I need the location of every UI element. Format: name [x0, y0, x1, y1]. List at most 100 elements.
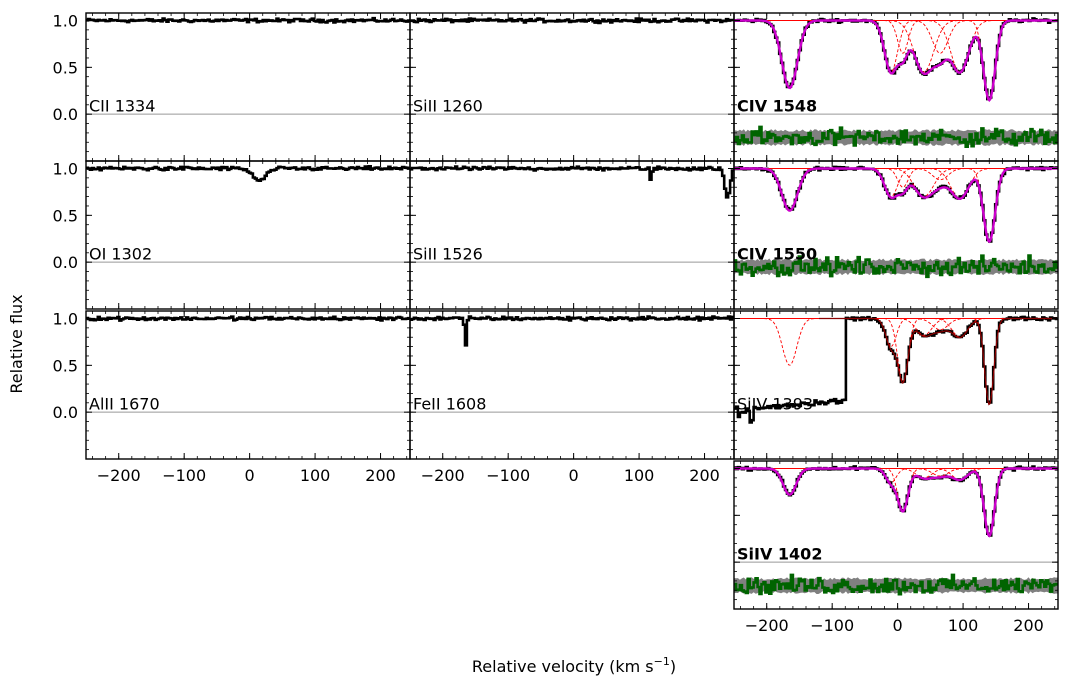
plot-area [86, 315, 410, 413]
panel-frame [733, 460, 1059, 610]
ion-label: SiIV 1393 [737, 394, 813, 413]
panel-oi-1302: 0.0 0.5 1.0 OI 1302 [53, 159, 411, 310]
flux-series [86, 16, 410, 24]
flux-series [410, 315, 734, 347]
model-fit [734, 19, 1058, 103]
plot-area [410, 165, 734, 263]
component-profile-3 [734, 20, 1058, 54]
plot-area [410, 17, 734, 115]
plot-area [734, 17, 1058, 148]
plot-area [734, 165, 1058, 279]
plot-area [734, 315, 1058, 424]
flux-series [86, 315, 410, 322]
x-tick-label: −200 [745, 616, 789, 635]
model-fit [819, 317, 1058, 406]
residual-series [734, 254, 1058, 279]
x-tick-label: −100 [810, 616, 854, 635]
y-tick-label: 0.0 [53, 403, 78, 422]
x-axis-title: Relative velocity (km s−1) [472, 655, 676, 676]
x-tick-label: 0 [569, 466, 579, 485]
ion-label: OI 1302 [89, 244, 152, 263]
ion-label: SiII 1526 [413, 244, 483, 263]
model-fit [734, 467, 1058, 538]
x-tick-label: 100 [624, 466, 655, 485]
panel-frame [733, 310, 1059, 460]
component-profile-7 [734, 468, 1058, 537]
plot-area [86, 16, 410, 115]
panel-alii-1670: 0.0 0.5 1.0 −200 −100 0 100 200 AlII 1670 [53, 309, 411, 485]
flux-series [410, 17, 734, 25]
residual-series [734, 573, 1058, 596]
component-profile-4 [734, 20, 1058, 73]
component-profile-1 [734, 20, 1058, 89]
residual-series [734, 125, 1058, 148]
ion-label: AlII 1670 [89, 394, 160, 413]
component-profile-2 [734, 318, 1058, 348]
y-tick-label: 0.5 [53, 356, 78, 375]
panel-frame [733, 160, 1059, 310]
panel-siiv-1402: −200 −100 0 100 200 SiIV 1402 [733, 460, 1059, 635]
x-axis-title-sup: −1 [654, 655, 670, 668]
model-fit [734, 167, 1058, 244]
x-tick-label: −200 [421, 466, 465, 485]
ion-label: SiIV 1402 [737, 544, 822, 563]
panel-frame [85, 160, 411, 310]
panel-siii-1526: SiII 1526 [409, 160, 735, 310]
plot-area [734, 465, 1058, 596]
x-tick-label: −100 [486, 466, 530, 485]
ion-label: FeII 1608 [413, 394, 486, 413]
ion-label: SiII 1260 [413, 96, 483, 115]
plot-area [410, 315, 734, 413]
y-tick-label: 0.5 [53, 206, 78, 225]
x-tick-label: 100 [948, 616, 979, 635]
component-profile-3 [734, 168, 1058, 188]
component-profile-4 [734, 318, 1058, 336]
panels-layer: 0.0 0.5 1.0 CII 1334 SiII 1260 CIV 1548 0.0 0.5… [53, 11, 1059, 635]
panel-cii-1334: 0.0 0.5 1.0 CII 1334 [53, 11, 411, 162]
x-axis-title-close: ) [670, 657, 676, 676]
y-tick-label: 0.0 [53, 105, 78, 124]
x-tick-label: 0 [245, 466, 255, 485]
panel-siiv-1393: SiIV 1393 [733, 310, 1059, 460]
panel-frame [85, 12, 411, 162]
plot-area [86, 165, 410, 263]
component-profile-5 [734, 20, 1058, 54]
component-profile-5 [734, 318, 1058, 331]
x-tick-label: 200 [1013, 616, 1044, 635]
flux-series [734, 165, 1058, 243]
x-tick-label: −200 [97, 466, 141, 485]
ion-label: CIV 1550 [737, 244, 817, 263]
panel-frame [409, 12, 735, 162]
y-tick-label: 0.0 [53, 253, 78, 272]
panel-civ-1550: CIV 1550 [733, 160, 1059, 310]
x-tick-label: 0 [893, 616, 903, 635]
component-profile-7 [734, 318, 1058, 406]
y-tick-label: 1.0 [53, 11, 78, 30]
y-tick-label: 0.5 [53, 58, 78, 77]
panel-siii-1260: SiII 1260 [409, 12, 735, 162]
x-tick-label: 200 [689, 466, 720, 485]
panel-civ-1548: CIV 1548 [733, 12, 1059, 162]
y-tick-label: 1.0 [53, 309, 78, 328]
panel-feii-1608: −200 −100 0 100 200 FeII 1608 [409, 310, 735, 485]
panel-frame [409, 160, 735, 310]
flux-series [734, 17, 1058, 101]
component-profile-7 [734, 168, 1058, 243]
x-tick-label: −100 [162, 466, 206, 485]
panel-frame [409, 310, 735, 460]
x-axis-title-text: Relative velocity (km s [472, 657, 654, 676]
x-tick-label: 200 [365, 466, 396, 485]
y-axis-title: Relative flux [7, 294, 26, 393]
component-profile-6 [734, 468, 1058, 481]
ion-label: CII 1334 [89, 96, 155, 115]
component-profile-6 [734, 318, 1058, 338]
panel-frame [85, 310, 411, 460]
x-tick-label: 100 [300, 466, 331, 485]
component-profile-3 [734, 318, 1058, 384]
ion-label: CIV 1548 [737, 96, 817, 115]
flux-series [86, 165, 410, 182]
flux-series [410, 165, 734, 199]
y-tick-label: 1.0 [53, 159, 78, 178]
component-profile-3 [734, 468, 1058, 512]
